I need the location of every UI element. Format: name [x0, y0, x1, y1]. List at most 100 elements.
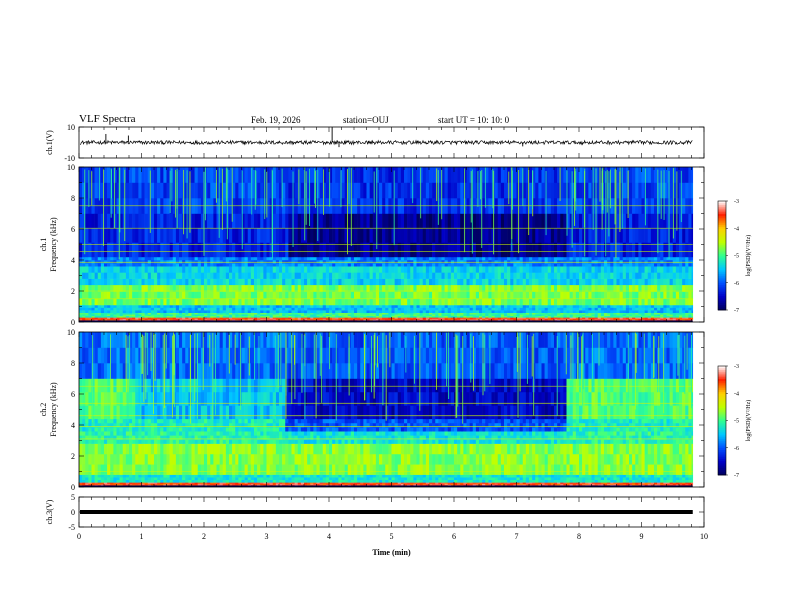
spectrogram-cell — [297, 263, 302, 267]
spectrogram-cell — [657, 291, 661, 299]
spectrogram-cell — [147, 263, 152, 267]
spectrogram-cell — [232, 307, 236, 311]
spectrogram-cell — [257, 304, 261, 308]
spectrogram-cell — [222, 242, 227, 258]
spectrogram-cell — [182, 304, 186, 308]
spectrogram-cell — [191, 291, 195, 299]
spectrogram-cell — [494, 310, 499, 313]
spectrogram-cell — [482, 318, 486, 320]
spectrogram-cell — [279, 263, 283, 267]
spectrogram-cell — [466, 319, 470, 321]
spectrogram-cell — [579, 256, 583, 261]
spectrogram-cell — [413, 319, 417, 321]
spectrogram-cell — [219, 278, 224, 286]
spectrogram-cell — [660, 319, 664, 321]
spectrogram-cell — [497, 315, 502, 318]
spectrogram-cell — [88, 213, 92, 229]
spectrogram-cell — [375, 260, 380, 264]
spectrogram-cell — [535, 314, 539, 317]
spectrogram-cell — [210, 284, 214, 292]
spectrogram-cell — [432, 284, 436, 292]
spectrogram-cell — [616, 298, 620, 306]
spectrogram-cell — [444, 319, 449, 321]
spectrogram-cell — [297, 260, 302, 264]
spectrogram-cell — [660, 260, 664, 264]
spectrogram-cell — [207, 307, 211, 311]
spectrogram-cell — [669, 260, 674, 264]
spectrogram-cell — [310, 272, 314, 279]
spectrogram-cell — [460, 167, 464, 183]
spectrogram-cell — [244, 227, 249, 243]
spectrogram-cell — [88, 315, 92, 318]
spectrogram-cell — [138, 314, 142, 317]
spectrogram-cell — [369, 278, 374, 286]
spectrogram-cell — [457, 291, 461, 299]
spectrogram-cell — [279, 315, 283, 318]
spectrogram-cell — [144, 291, 149, 299]
spectrogram-cell — [444, 312, 449, 315]
spectrogram-cell — [232, 278, 236, 286]
spectrogram-cell — [641, 314, 645, 317]
spectrogram-cell — [113, 314, 117, 317]
spectrogram-cell — [475, 284, 480, 292]
spectrogram-cell — [635, 260, 639, 264]
spectrogram-cell — [338, 318, 342, 320]
spectrogram-cell — [122, 307, 127, 311]
spectrogram-cell — [400, 315, 405, 318]
spectrogram-cell — [304, 314, 308, 317]
spectrogram-cell — [525, 318, 530, 320]
spectrogram-cell — [547, 318, 552, 320]
spectrogram-cell — [213, 227, 217, 243]
spectrogram-cell — [513, 256, 517, 261]
spectrogram-cell — [222, 291, 227, 299]
spectrogram-cell — [425, 263, 430, 267]
spectrogram-cell — [682, 272, 686, 279]
spectrogram-cell — [541, 182, 545, 199]
spectrogram-cell — [469, 266, 474, 273]
spectrogram-cell — [207, 314, 211, 317]
spectrogram-cell — [338, 304, 342, 308]
spectrogram-cell — [497, 272, 502, 279]
spectrogram-cell — [132, 312, 136, 315]
spectrogram-cell — [307, 314, 311, 317]
spectrogram-cell — [394, 260, 399, 264]
spectrogram-cell — [219, 314, 224, 317]
spectrogram-cell — [104, 291, 108, 299]
spectrogram-cell — [660, 167, 664, 183]
spectrogram-cell — [210, 167, 214, 183]
spectrogram-cell — [460, 256, 464, 261]
spectrogram-cell — [666, 304, 670, 308]
spectrogram-cell — [516, 291, 520, 299]
spectrogram-cell — [357, 315, 361, 318]
spectrogram-cell — [513, 263, 517, 267]
spectrogram-cell — [200, 227, 205, 243]
spectrogram-cell — [632, 312, 636, 315]
spectrogram-cell — [554, 312, 558, 315]
spectrogram-cell — [632, 307, 636, 311]
spectrogram-cell — [154, 298, 158, 306]
spectrogram-cell — [629, 304, 633, 308]
spectrogram-cell — [463, 272, 467, 279]
spectrogram-cell — [582, 167, 586, 183]
spectrogram-cell — [285, 315, 289, 318]
spectrogram-cell — [475, 314, 480, 317]
spectrogram-cell — [154, 319, 158, 321]
spectrogram-cell — [625, 304, 630, 308]
spectrogram-cell — [160, 167, 164, 183]
spectrogram-cell — [104, 263, 108, 267]
spectrogram-cell — [682, 310, 686, 313]
spectrogram-cell — [360, 304, 364, 308]
spectrogram-cell — [157, 307, 161, 311]
spectrogram-cell — [282, 266, 286, 273]
spectrogram-cell — [110, 317, 114, 319]
spectrogram-cell — [219, 213, 224, 229]
spectrogram-cell — [332, 272, 336, 279]
spectrogram-cell — [132, 260, 136, 264]
spectrogram-cell — [229, 298, 233, 306]
spectrogram-cell — [644, 227, 649, 243]
spectrogram-cell — [141, 291, 145, 299]
spectrogram-cell — [404, 317, 408, 319]
spectrogram-cell — [244, 260, 249, 264]
spectrogram-cell — [235, 227, 239, 243]
spectrogram-cell — [363, 263, 367, 267]
